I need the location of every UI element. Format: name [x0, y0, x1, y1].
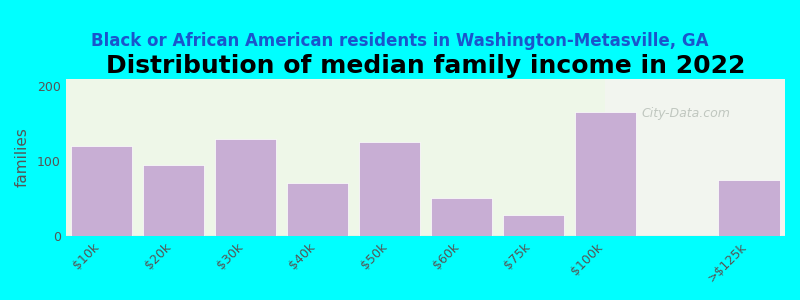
Y-axis label: families: families	[15, 127, 30, 187]
Text: Black or African American residents in Washington-Metasville, GA: Black or African American residents in W…	[91, 32, 709, 50]
Bar	[430, 199, 492, 236]
Bar	[143, 165, 204, 236]
Bar	[287, 184, 348, 236]
Bar	[71, 146, 132, 236]
Bar	[215, 139, 276, 236]
Bar	[359, 142, 420, 236]
Bar	[605, 79, 785, 236]
Bar	[66, 79, 605, 236]
Bar	[502, 215, 564, 236]
Title: Distribution of median family income in 2022: Distribution of median family income in …	[106, 54, 745, 78]
Bar	[574, 112, 636, 236]
Bar	[718, 180, 780, 236]
Text: City-Data.com: City-Data.com	[641, 107, 730, 120]
